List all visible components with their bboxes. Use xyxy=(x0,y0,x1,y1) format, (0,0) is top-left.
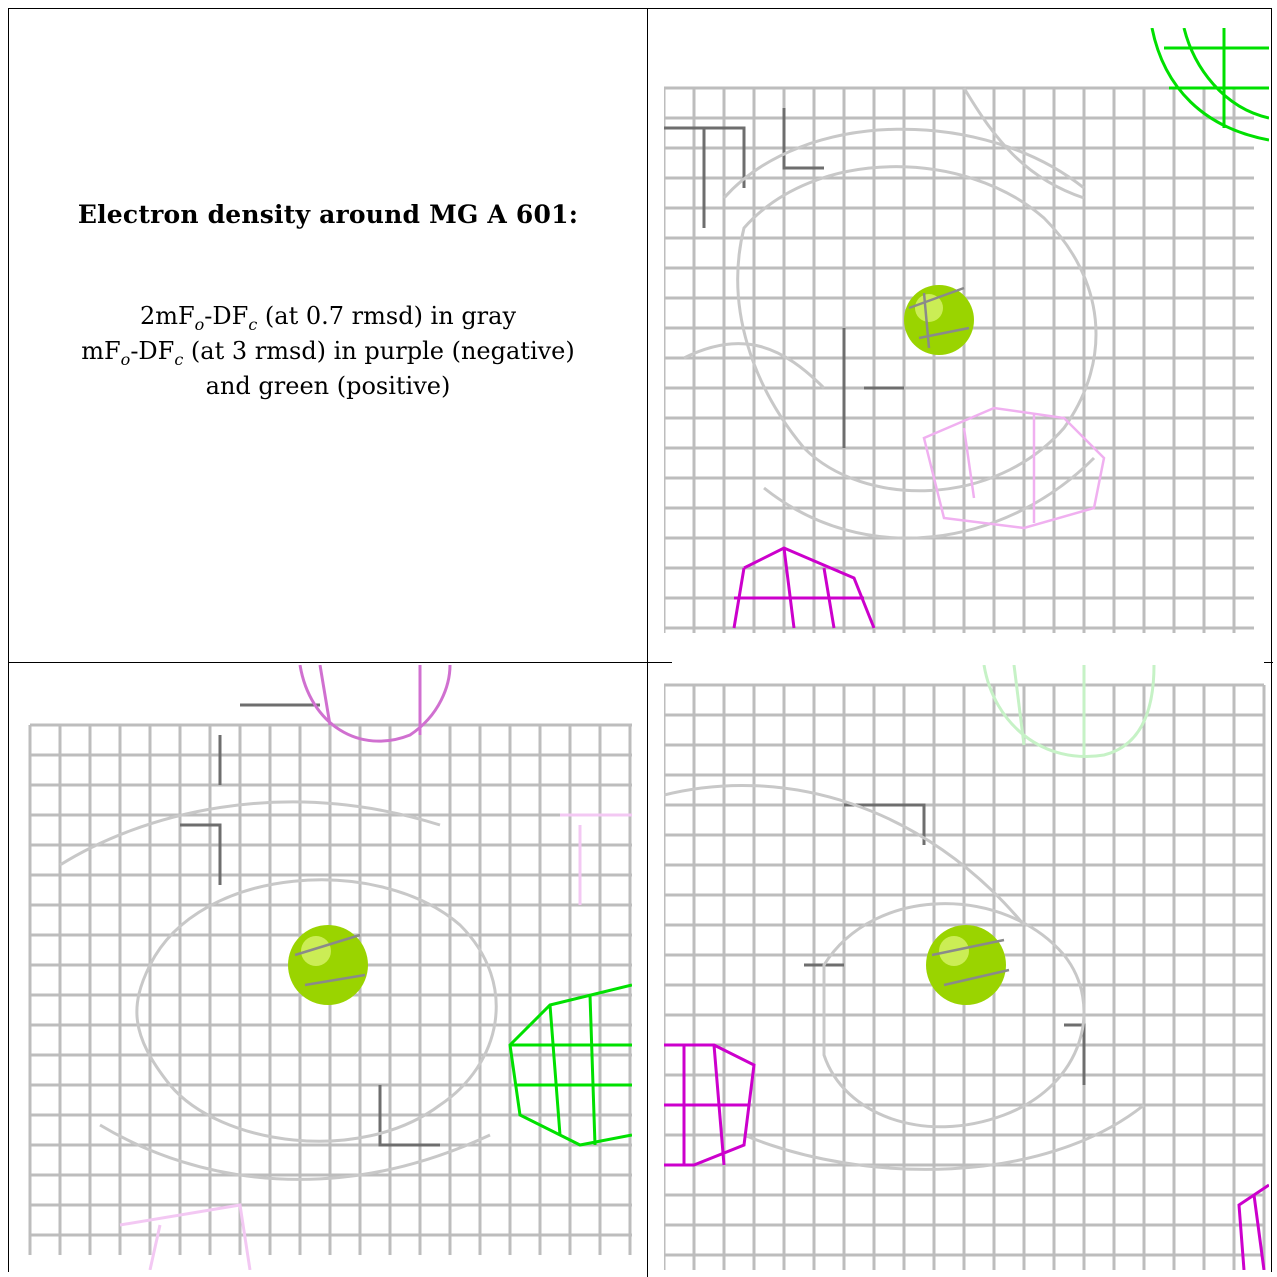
density-view-1-svg xyxy=(664,28,1269,633)
legend-line-2fofc: 2mFo-DFc (at 0.7 rmsd) in gray xyxy=(139,302,517,334)
density-view-3-svg xyxy=(664,665,1269,1270)
figure-title: Electron density around MG A 601: xyxy=(77,200,579,229)
row-divider-left xyxy=(8,662,662,663)
density-view-3 xyxy=(664,665,1269,1270)
density-view-1 xyxy=(664,28,1269,633)
legend-line-positive: and green (positive) xyxy=(205,372,451,400)
row-divider-right xyxy=(1264,662,1273,663)
row-divider-mid xyxy=(648,662,672,663)
magnesium-ion-1 xyxy=(904,285,974,355)
mesh-grid xyxy=(664,86,1254,633)
legend-line-fofc: mFo-DFc (at 3 rmsd) in purple (negative) xyxy=(81,337,575,369)
column-divider xyxy=(647,8,648,1277)
density-view-2-svg xyxy=(28,665,632,1270)
caption-cell: Electron density around MG A 601: 2mFo-D… xyxy=(10,200,646,404)
density-view-2 xyxy=(20,665,632,1270)
magnesium-ion-3 xyxy=(926,925,1006,1005)
figure-table-frame xyxy=(8,8,1272,1272)
